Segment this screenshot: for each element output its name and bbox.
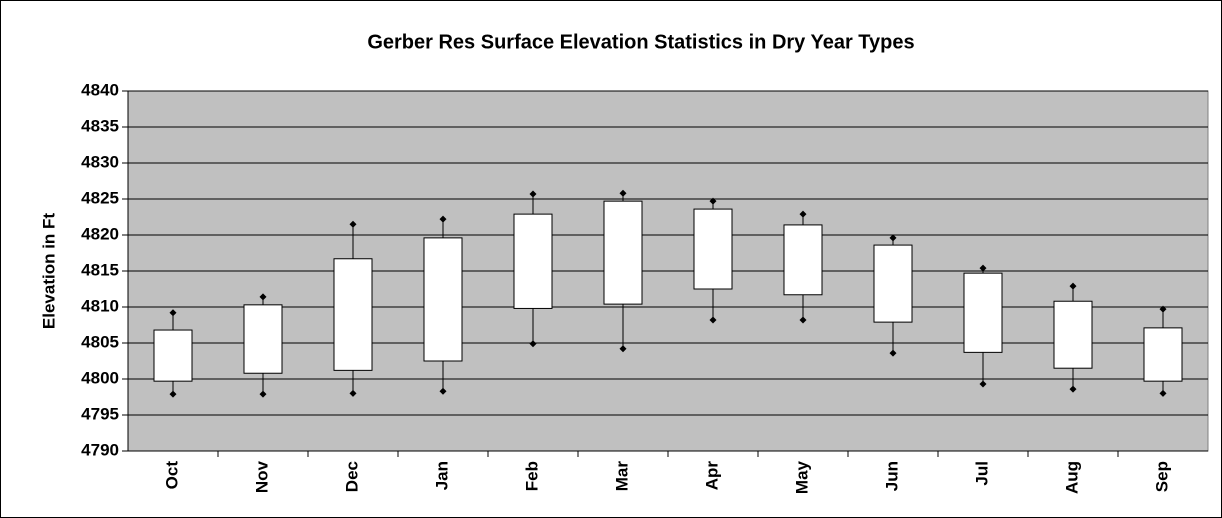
- max-marker: [169, 309, 177, 317]
- x-tick-label: Sep: [1152, 461, 1171, 492]
- min-marker: [169, 390, 177, 398]
- x-tick-label: Jun: [882, 461, 901, 491]
- max-marker: [259, 293, 267, 301]
- x-tick-label: Oct: [162, 461, 181, 490]
- box: [963, 272, 1003, 353]
- y-axis-label: Elevation in Ft: [39, 213, 58, 330]
- x-tick-label: Dec: [342, 461, 361, 492]
- x-tick-label: Apr: [702, 461, 721, 491]
- y-tick-label: 4790: [81, 440, 119, 459]
- min-marker: [1159, 389, 1167, 397]
- max-marker: [349, 220, 357, 228]
- max-marker: [529, 190, 537, 198]
- x-tick-label: Jul: [972, 461, 991, 486]
- y-tick-label: 4810: [81, 296, 119, 315]
- max-marker: [889, 234, 897, 242]
- y-tick-label: 4820: [81, 224, 119, 243]
- box: [1053, 300, 1093, 369]
- y-tick-label: 4840: [81, 80, 119, 99]
- min-marker: [1069, 385, 1077, 393]
- box: [603, 200, 643, 305]
- x-tick-label: Jan: [432, 461, 451, 490]
- max-marker: [619, 189, 627, 197]
- max-marker: [709, 197, 717, 205]
- box: [243, 304, 283, 374]
- y-tick-label: 4830: [81, 152, 119, 171]
- box: [1143, 327, 1183, 382]
- min-marker: [799, 316, 807, 324]
- y-tick-label: 4825: [81, 188, 119, 207]
- max-marker: [1069, 282, 1077, 290]
- y-tick-label: 4815: [81, 260, 119, 279]
- min-marker: [529, 340, 537, 348]
- max-marker: [439, 215, 447, 223]
- y-tick-label: 4835: [81, 116, 119, 135]
- x-tick-label: Aug: [1062, 461, 1081, 494]
- box: [423, 237, 463, 362]
- min-marker: [709, 316, 717, 324]
- min-marker: [619, 345, 627, 353]
- x-tick-label: May: [792, 460, 811, 494]
- chart-title: Gerber Res Surface Elevation Statistics …: [367, 31, 914, 53]
- y-tick-label: 4805: [81, 332, 119, 351]
- x-tick-label: Mar: [612, 461, 631, 492]
- min-marker: [259, 390, 267, 398]
- box: [693, 208, 733, 290]
- x-tick-label: Nov: [252, 460, 271, 493]
- min-marker: [979, 380, 987, 388]
- box: [873, 244, 913, 323]
- min-marker: [889, 349, 897, 357]
- box: [333, 258, 373, 371]
- max-marker: [1159, 305, 1167, 313]
- y-tick-label: 4795: [81, 404, 119, 423]
- box: [153, 329, 193, 382]
- max-marker: [799, 210, 807, 218]
- max-marker: [979, 264, 987, 272]
- min-marker: [439, 387, 447, 395]
- box: [513, 213, 553, 309]
- x-tick-label: Feb: [522, 461, 541, 491]
- box: [783, 224, 823, 296]
- y-tick-label: 4800: [81, 368, 119, 387]
- min-marker: [349, 389, 357, 397]
